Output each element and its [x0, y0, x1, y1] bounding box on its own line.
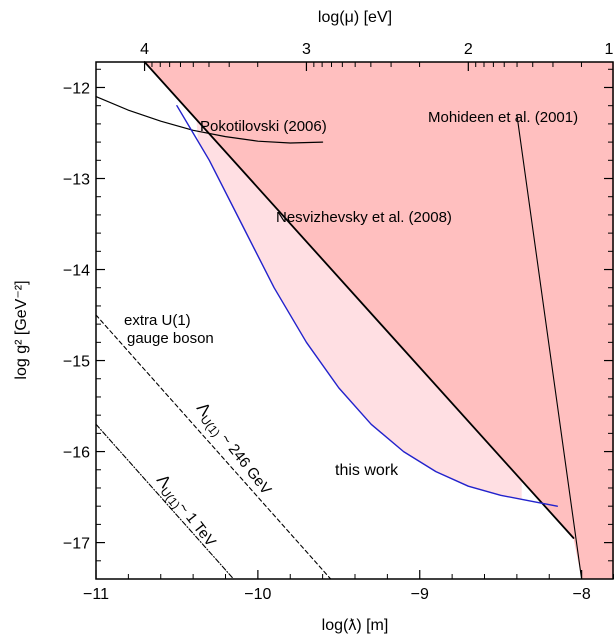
- top-axis-title: log(μ) [eV]: [318, 9, 392, 26]
- line-mohideen: [516, 114, 583, 580]
- y-tick-label: −14: [63, 263, 90, 280]
- line-nesvizhevsky: [143, 61, 575, 539]
- axis-ticks: [95, 62, 614, 580]
- line-this-work: [176, 104, 558, 507]
- y-tick-label: −13: [63, 172, 90, 189]
- x-tick-label: −8: [573, 586, 591, 603]
- annotation-extra-u1: extra U(1): [124, 312, 191, 329]
- y-tick-label: −15: [63, 354, 90, 371]
- top-tick-label: 1: [605, 41, 614, 58]
- label-lambda-1tev: ΛU(1)~ 1 TeV: [150, 471, 220, 552]
- top-tick-label: 3: [302, 41, 311, 58]
- label-lambda-1tev-rest: ~ 1 TeV: [174, 499, 219, 550]
- x-tick-label: −9: [411, 586, 429, 603]
- data-lines: [95, 61, 583, 580]
- annotation-nesvizhevsky: Nesvizhevsky et al. (2008): [276, 209, 452, 226]
- annotation-gauge-boson: gauge boson: [127, 330, 214, 347]
- axis-labels: −11 −10 −9 −8 −12 −13 −14 −15 −16 −17 4 3 2 1: [63, 41, 614, 603]
- y-tick-label: −17: [63, 536, 90, 553]
- x-tick-label: −10: [244, 586, 271, 603]
- this-work-region: [196, 119, 522, 500]
- annotation-mohideen: Mohideen et al. (2001): [428, 109, 578, 126]
- x-axis-title: log(ƛ) [m]: [322, 617, 389, 634]
- line-lambda-246gev: [95, 314, 332, 580]
- top-tick-label: 2: [464, 41, 473, 58]
- line-lambda-1tev: [95, 423, 235, 580]
- y-tick-label: −16: [63, 445, 90, 462]
- top-tick-label: 4: [140, 41, 149, 58]
- label-lambda-246gev: ΛU(1) ~ 246 GeV: [190, 399, 276, 500]
- x-tick-label: −11: [83, 586, 109, 603]
- label-lambda-246gev-rest: ~ 246 GeV: [214, 427, 274, 498]
- annotation-pokotilovski: Pokotilovski (2006): [200, 118, 327, 135]
- y-tick-label: −12: [63, 80, 90, 97]
- annotation-this-work: this work: [335, 462, 399, 479]
- y-axis-title: log g² [GeV⁻²]: [13, 280, 30, 379]
